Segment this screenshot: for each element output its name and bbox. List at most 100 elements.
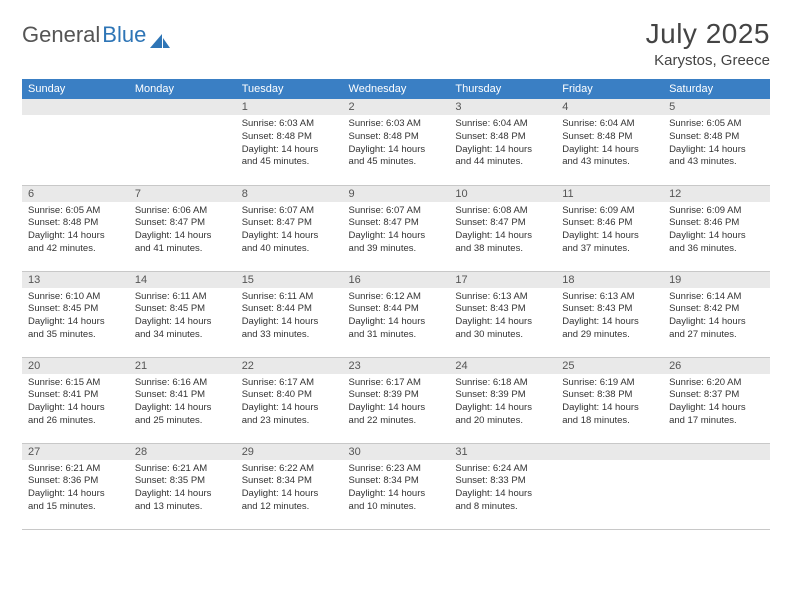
day-number: 15 xyxy=(236,272,343,288)
calendar-day-cell: 31Sunrise: 6:24 AMSunset: 8:33 PMDayligh… xyxy=(449,443,556,529)
day-detail-line: and 13 minutes. xyxy=(135,501,230,514)
day-detail-line: Sunrise: 6:07 AM xyxy=(349,205,444,218)
day-detail-line: Daylight: 14 hours xyxy=(242,402,337,415)
day-number: 3 xyxy=(449,99,556,115)
day-detail-line: Sunrise: 6:12 AM xyxy=(349,291,444,304)
day-detail-line: Sunrise: 6:13 AM xyxy=(562,291,657,304)
day-details: Sunrise: 6:04 AMSunset: 8:48 PMDaylight:… xyxy=(556,115,663,171)
day-detail-line: Sunset: 8:45 PM xyxy=(135,303,230,316)
calendar-day-cell: 9Sunrise: 6:07 AMSunset: 8:47 PMDaylight… xyxy=(343,185,450,271)
day-detail-line: Daylight: 14 hours xyxy=(562,144,657,157)
day-number: 19 xyxy=(663,272,770,288)
calendar-week-row: 27Sunrise: 6:21 AMSunset: 8:36 PMDayligh… xyxy=(22,443,770,529)
day-detail-line: Daylight: 14 hours xyxy=(242,488,337,501)
day-details: Sunrise: 6:13 AMSunset: 8:43 PMDaylight:… xyxy=(556,288,663,344)
day-detail-line: and 33 minutes. xyxy=(242,329,337,342)
day-detail-line: Daylight: 14 hours xyxy=(455,144,550,157)
day-number: 1 xyxy=(236,99,343,115)
day-number: 30 xyxy=(343,444,450,460)
day-number: 17 xyxy=(449,272,556,288)
brand-part1: General xyxy=(22,22,100,48)
day-detail-line: Daylight: 14 hours xyxy=(562,230,657,243)
weekday-header: Wednesday xyxy=(343,79,450,99)
day-details: Sunrise: 6:05 AMSunset: 8:48 PMDaylight:… xyxy=(663,115,770,171)
calendar-day-cell: 15Sunrise: 6:11 AMSunset: 8:44 PMDayligh… xyxy=(236,271,343,357)
day-detail-line: Sunset: 8:47 PM xyxy=(242,217,337,230)
day-detail-line: Sunset: 8:40 PM xyxy=(242,389,337,402)
day-detail-line: and 45 minutes. xyxy=(349,156,444,169)
weekday-header-row: Sunday Monday Tuesday Wednesday Thursday… xyxy=(22,79,770,99)
day-detail-line: Sunset: 8:35 PM xyxy=(135,475,230,488)
day-detail-line: Sunrise: 6:10 AM xyxy=(28,291,123,304)
weekday-header: Saturday xyxy=(663,79,770,99)
day-detail-line: Daylight: 14 hours xyxy=(349,402,444,415)
day-details: Sunrise: 6:12 AMSunset: 8:44 PMDaylight:… xyxy=(343,288,450,344)
day-detail-line: Sunset: 8:34 PM xyxy=(349,475,444,488)
calendar-day-cell: 2Sunrise: 6:03 AMSunset: 8:48 PMDaylight… xyxy=(343,99,450,185)
day-detail-line: Daylight: 14 hours xyxy=(28,402,123,415)
day-details: Sunrise: 6:09 AMSunset: 8:46 PMDaylight:… xyxy=(556,202,663,258)
header: GeneralBlue July 2025 Karystos, Greece xyxy=(22,18,770,69)
calendar-day-cell: 30Sunrise: 6:23 AMSunset: 8:34 PMDayligh… xyxy=(343,443,450,529)
calendar-day-cell: 13Sunrise: 6:10 AMSunset: 8:45 PMDayligh… xyxy=(22,271,129,357)
day-detail-line: Sunrise: 6:17 AM xyxy=(242,377,337,390)
day-detail-line: Daylight: 14 hours xyxy=(349,316,444,329)
day-detail-line: Sunset: 8:48 PM xyxy=(242,131,337,144)
day-number: 5 xyxy=(663,99,770,115)
calendar-week-row: 1 Sunrise: 6:03 AMSunset: 8:48 PM Daylight… xyxy=(22,99,770,185)
day-detail-line: Sunrise: 6:03 AM xyxy=(242,118,337,131)
day-details xyxy=(129,115,236,120)
day-detail-line: Sunset: 8:44 PM xyxy=(242,303,337,316)
day-detail-line: Sunrise: 6:05 AM xyxy=(28,205,123,218)
day-detail-line: Sunset: 8:34 PM xyxy=(242,475,337,488)
day-detail-line: Sunset: 8:39 PM xyxy=(349,389,444,402)
day-detail-line: and 45 minutes. xyxy=(242,156,337,169)
calendar-day-cell: 10Sunrise: 6:08 AMSunset: 8:47 PMDayligh… xyxy=(449,185,556,271)
day-detail-line: Daylight: 14 hours xyxy=(135,230,230,243)
calendar-table: Sunday Monday Tuesday Wednesday Thursday… xyxy=(22,79,770,530)
day-detail-line: Sunrise: 6:04 AM xyxy=(455,118,550,131)
day-detail-line: Daylight: 14 hours xyxy=(669,316,764,329)
day-detail-line: Sunset: 8:48 PM xyxy=(28,217,123,230)
calendar-day-cell: 26Sunrise: 6:20 AMSunset: 8:37 PMDayligh… xyxy=(663,357,770,443)
day-number: 28 xyxy=(129,444,236,460)
day-details: Sunrise: 6:21 AMSunset: 8:35 PMDaylight:… xyxy=(129,460,236,516)
day-detail-line: Sunrise: 6:18 AM xyxy=(455,377,550,390)
day-detail-line: and 34 minutes. xyxy=(135,329,230,342)
day-number: 29 xyxy=(236,444,343,460)
day-number: 11 xyxy=(556,186,663,202)
day-number: 12 xyxy=(663,186,770,202)
calendar-day-cell: 6Sunrise: 6:05 AMSunset: 8:48 PMDaylight… xyxy=(22,185,129,271)
day-number: 22 xyxy=(236,358,343,374)
day-number: 10 xyxy=(449,186,556,202)
calendar-day-cell: 21Sunrise: 6:16 AMSunset: 8:41 PMDayligh… xyxy=(129,357,236,443)
title-block: July 2025 Karystos, Greece xyxy=(646,18,770,69)
day-detail-line: Daylight: 14 hours xyxy=(242,316,337,329)
day-detail-line: Sunrise: 6:15 AM xyxy=(28,377,123,390)
day-details: Sunrise: 6:11 AMSunset: 8:44 PMDaylight:… xyxy=(236,288,343,344)
day-details: Sunrise: 6:07 AMSunset: 8:47 PMDaylight:… xyxy=(343,202,450,258)
day-detail-line: and 8 minutes. xyxy=(455,501,550,514)
day-number xyxy=(129,99,236,115)
day-detail-line: Daylight: 14 hours xyxy=(455,402,550,415)
day-detail-line: Daylight: 14 hours xyxy=(242,230,337,243)
day-detail-line: Daylight: 14 hours xyxy=(349,230,444,243)
day-detail-line: and 22 minutes. xyxy=(349,415,444,428)
weekday-header: Monday xyxy=(129,79,236,99)
day-detail-line: Sunrise: 6:17 AM xyxy=(349,377,444,390)
calendar-day-cell: 16Sunrise: 6:12 AMSunset: 8:44 PMDayligh… xyxy=(343,271,450,357)
calendar-day-cell: 18Sunrise: 6:13 AMSunset: 8:43 PMDayligh… xyxy=(556,271,663,357)
day-details: Sunrise: 6:17 AMSunset: 8:40 PMDaylight:… xyxy=(236,374,343,430)
day-detail-line: Daylight: 14 hours xyxy=(28,488,123,501)
calendar-day-cell: 14Sunrise: 6:11 AMSunset: 8:45 PMDayligh… xyxy=(129,271,236,357)
calendar-day-cell: 11Sunrise: 6:09 AMSunset: 8:46 PMDayligh… xyxy=(556,185,663,271)
calendar-day-cell: 24Sunrise: 6:18 AMSunset: 8:39 PMDayligh… xyxy=(449,357,556,443)
calendar-day-cell: 19Sunrise: 6:14 AMSunset: 8:42 PMDayligh… xyxy=(663,271,770,357)
calendar-day-cell xyxy=(556,443,663,529)
day-detail-line: and 18 minutes. xyxy=(562,415,657,428)
day-detail-line: Sunset: 8:47 PM xyxy=(455,217,550,230)
calendar-day-cell xyxy=(22,99,129,185)
day-details: Sunrise: 6:17 AMSunset: 8:39 PMDaylight:… xyxy=(343,374,450,430)
day-detail-line: and 37 minutes. xyxy=(562,243,657,256)
day-detail-line: and 35 minutes. xyxy=(28,329,123,342)
